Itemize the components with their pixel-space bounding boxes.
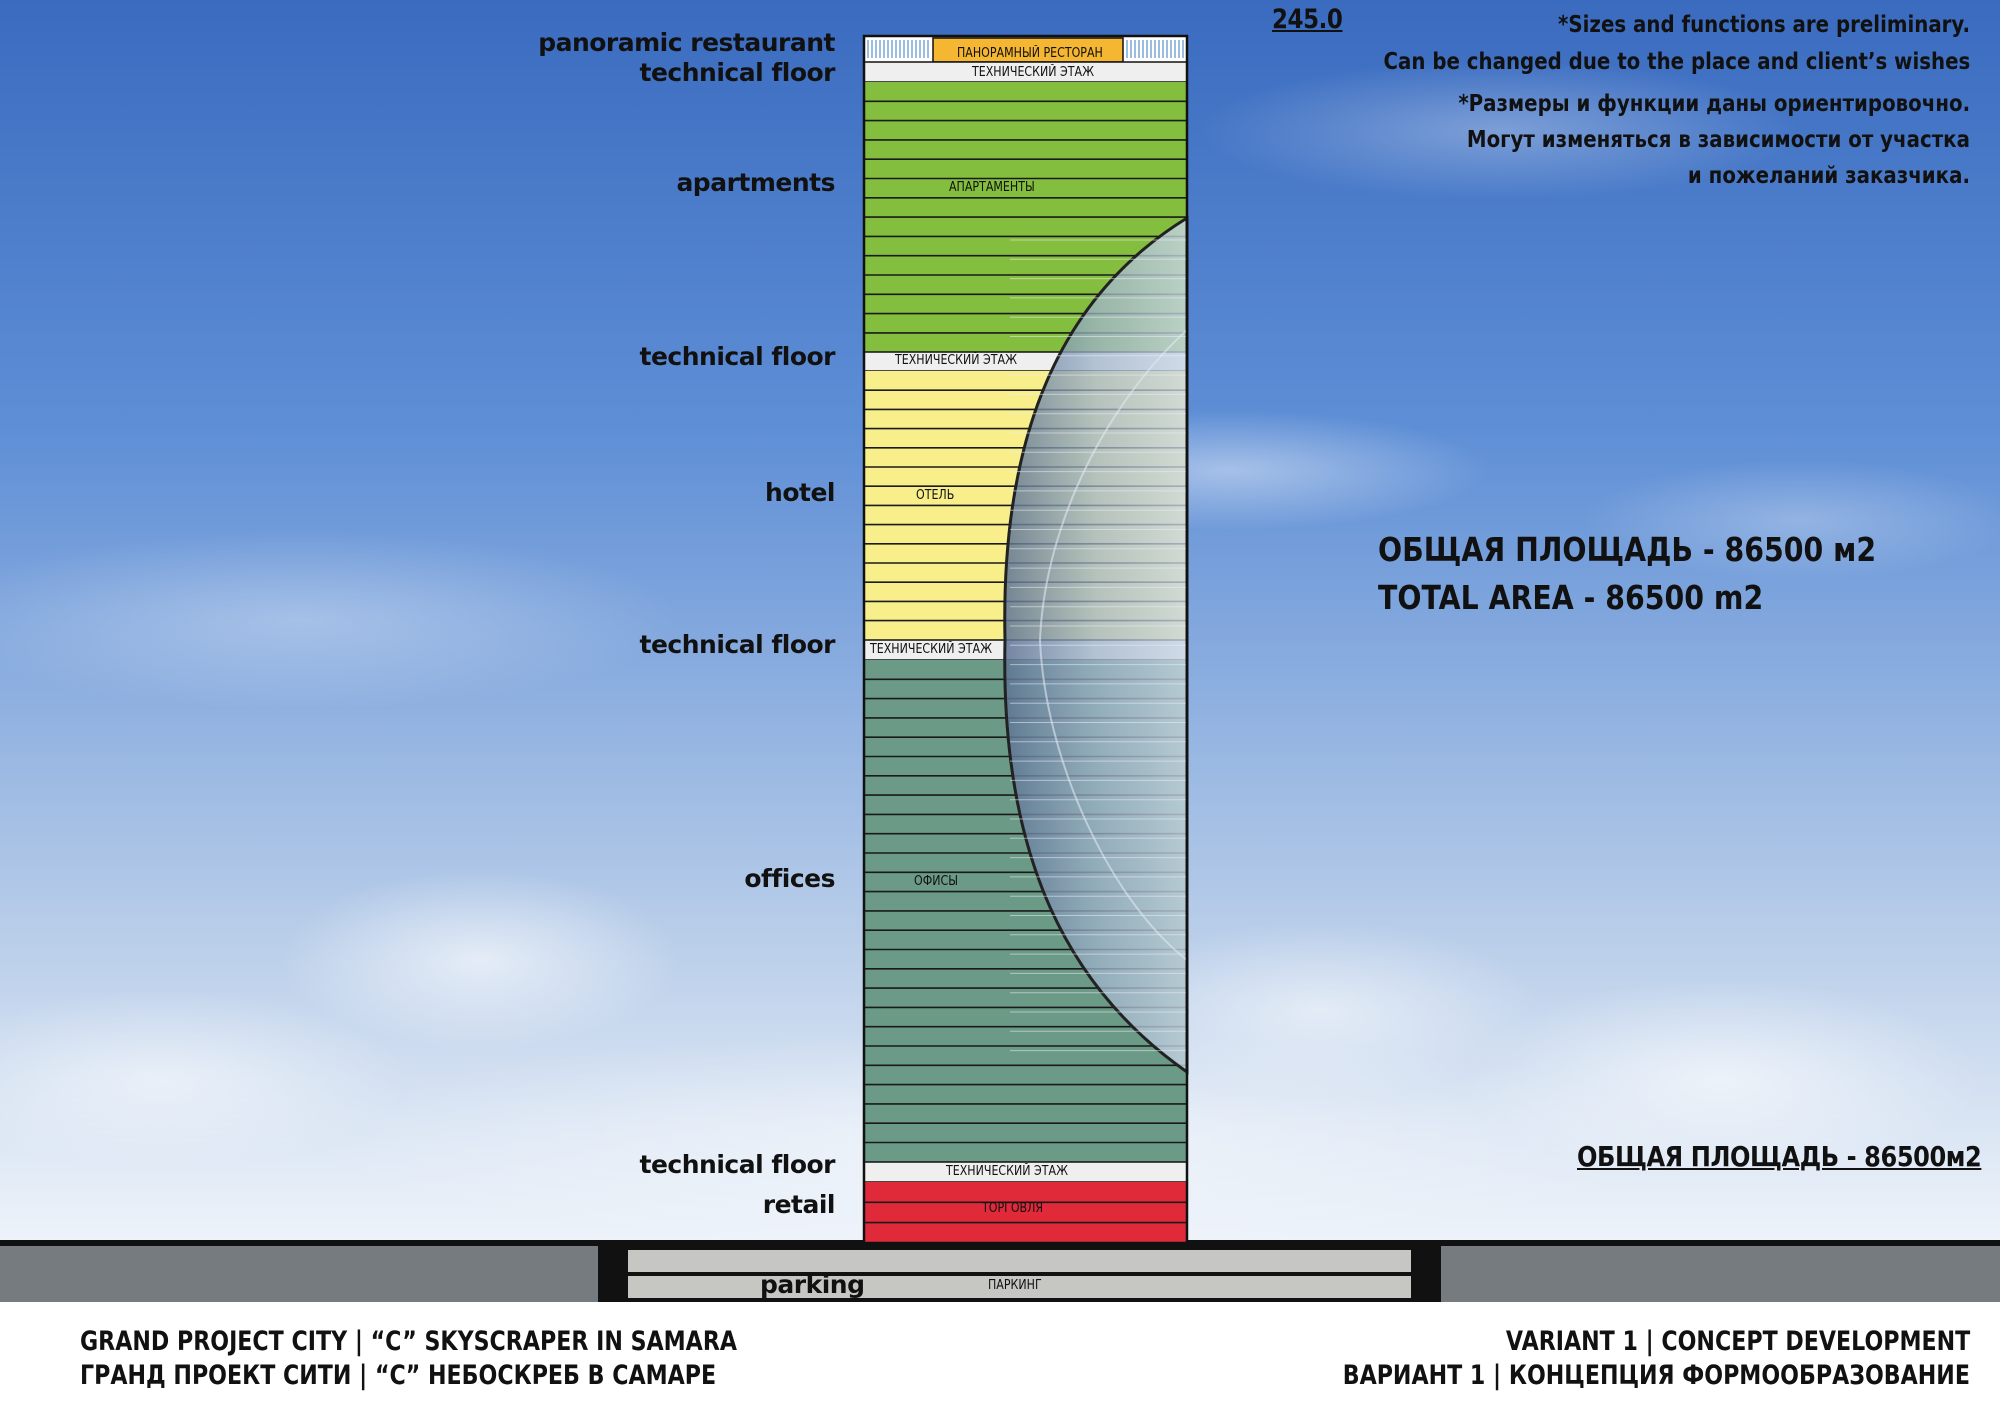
total-area-en: TOTAL AREA - 86500 m2 — [1378, 578, 1764, 617]
band-label-tech-3: ТЕХНИЧЕСКИЙ ЭТАЖ — [870, 642, 992, 657]
label-apartments: apartments — [676, 168, 835, 197]
label-offices: offices — [744, 864, 835, 893]
note-ru-3: и пожеланий заказчика. — [1687, 163, 1970, 189]
note-ru-1: *Размеры и функции даны ориентировочно. — [1458, 91, 1970, 117]
band-label-hotel: ОТЕЛЬ — [916, 488, 955, 503]
note-en-1: *Sizes and functions are preliminary. — [1558, 12, 1970, 38]
footer-left-en: GRAND PROJECT CITY | “C” SKYSCRAPER IN S… — [80, 1326, 738, 1357]
footer-right-en: VARIANT 1 | CONCEPT DEVELOPMENT — [1505, 1326, 1970, 1357]
band-label-apartments: АПАРТАМЕНТЫ — [949, 180, 1035, 195]
label-restaurant: panoramic restaurant — [538, 28, 835, 57]
band-label-restaurant: ПАНОРАМНЫЙ РЕСТОРАН — [957, 46, 1103, 61]
parking-level-2 — [628, 1276, 1411, 1298]
band-label-tech-bottom: ТЕХНИЧЕСКИЙ ЭТАЖ — [946, 1164, 1068, 1179]
total-area-small: ОБЩАЯ ПЛОЩАДЬ - 86500м2 — [1577, 1140, 1982, 1173]
footer-right-ru: ВАРИАНТ 1 | КОНЦЕПЦИЯ ФОРМООБРАЗОВАНИЕ — [1342, 1360, 1970, 1391]
glass-grid — [1010, 239, 1187, 1052]
tower-outline — [862, 34, 1189, 1245]
glass-curve-inner — [1038, 329, 1188, 961]
footer-left-ru: ГРАНД ПРОЕКТ СИТИ | “С” НЕБОСКРЕБ В САМА… — [80, 1360, 717, 1391]
note-en-2: Can be changed due to the place and clie… — [1383, 49, 1970, 75]
parking-level-1 — [628, 1250, 1411, 1272]
label-hotel: hotel — [765, 478, 835, 507]
band-label-parking: ПАРКИНГ — [988, 1278, 1042, 1293]
label-tech-top: technical floor — [639, 58, 836, 87]
band-label-tech-top: ТЕХНИЧЕСКИЙ ЭТАЖ — [972, 65, 1094, 80]
label-parking: parking — [760, 1270, 865, 1299]
band-label-retail: ТОРГОВЛЯ — [982, 1201, 1044, 1216]
band-retail — [864, 1182, 1187, 1243]
total-area-ru: ОБЩАЯ ПЛОЩАДЬ - 86500 м2 — [1378, 530, 1877, 569]
band-label-tech-2: ТЕХНИЧЕСКИЙ ЭТАЖ — [895, 353, 1017, 368]
label-tech-2: technical floor — [639, 342, 836, 371]
note-ru-2: Могут изменяться в зависимости от участк… — [1466, 127, 1970, 153]
restaurant-railing — [867, 40, 1184, 58]
band-label-offices: ОФИСЫ — [914, 874, 958, 889]
height-mark: 245.0 — [1272, 4, 1343, 35]
label-retail: retail — [762, 1190, 836, 1219]
label-tech-3: technical floor — [639, 630, 836, 659]
label-tech-bottom: technical floor — [639, 1150, 836, 1179]
